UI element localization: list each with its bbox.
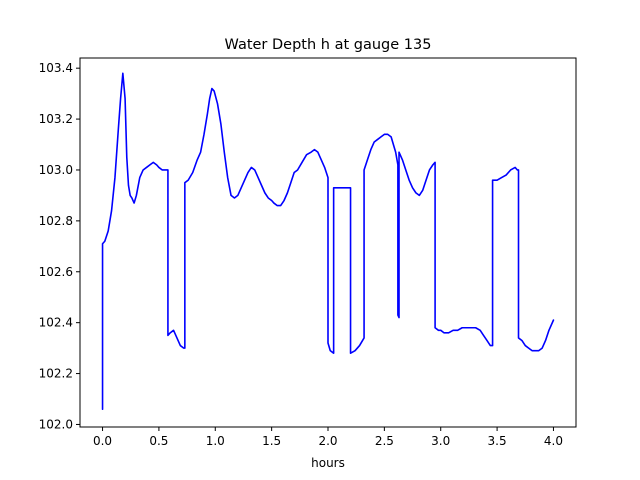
- x-tick-label: 4.0: [544, 434, 563, 448]
- x-tick-label: 1.0: [206, 434, 225, 448]
- y-tick-label: 103.2: [39, 112, 73, 126]
- x-tick-label: 2.5: [375, 434, 394, 448]
- series-line-0: [101, 72, 555, 410]
- y-tick-label: 102.6: [39, 265, 73, 279]
- y-tick-label: 102.2: [39, 367, 73, 381]
- y-tick-label: 103.0: [39, 163, 73, 177]
- y-axis: 102.0 102.2 102.4 102.6 102.8 103.0 103.2 103.4: [39, 61, 80, 431]
- x-tick-label: 1.5: [262, 434, 281, 448]
- x-tick-label: 3.5: [488, 434, 507, 448]
- series-layer: [101, 72, 555, 410]
- x-tick-label: 3.0: [431, 434, 450, 448]
- x-tick-label: 0.0: [93, 434, 112, 448]
- x-axis-label: hours: [311, 456, 345, 470]
- chart-title: Water Depth h at gauge 135: [225, 37, 432, 53]
- x-axis: 0.0 0.5 1.0 1.5 2.0 2.5 3.0 3.5 4.0: [93, 427, 563, 448]
- y-tick-label: 102.8: [39, 214, 73, 228]
- x-tick-label: 0.5: [149, 434, 168, 448]
- y-tick-label: 102.0: [39, 417, 73, 431]
- plot-area: 0.0 0.5 1.0 1.5 2.0 2.5 3.0 3.5 4.0 102.0102.210…: [39, 57, 577, 448]
- y-tick-label: 103.4: [39, 61, 73, 75]
- y-tick-label: 102.4: [39, 316, 73, 330]
- x-tick-label: 2.0: [318, 434, 337, 448]
